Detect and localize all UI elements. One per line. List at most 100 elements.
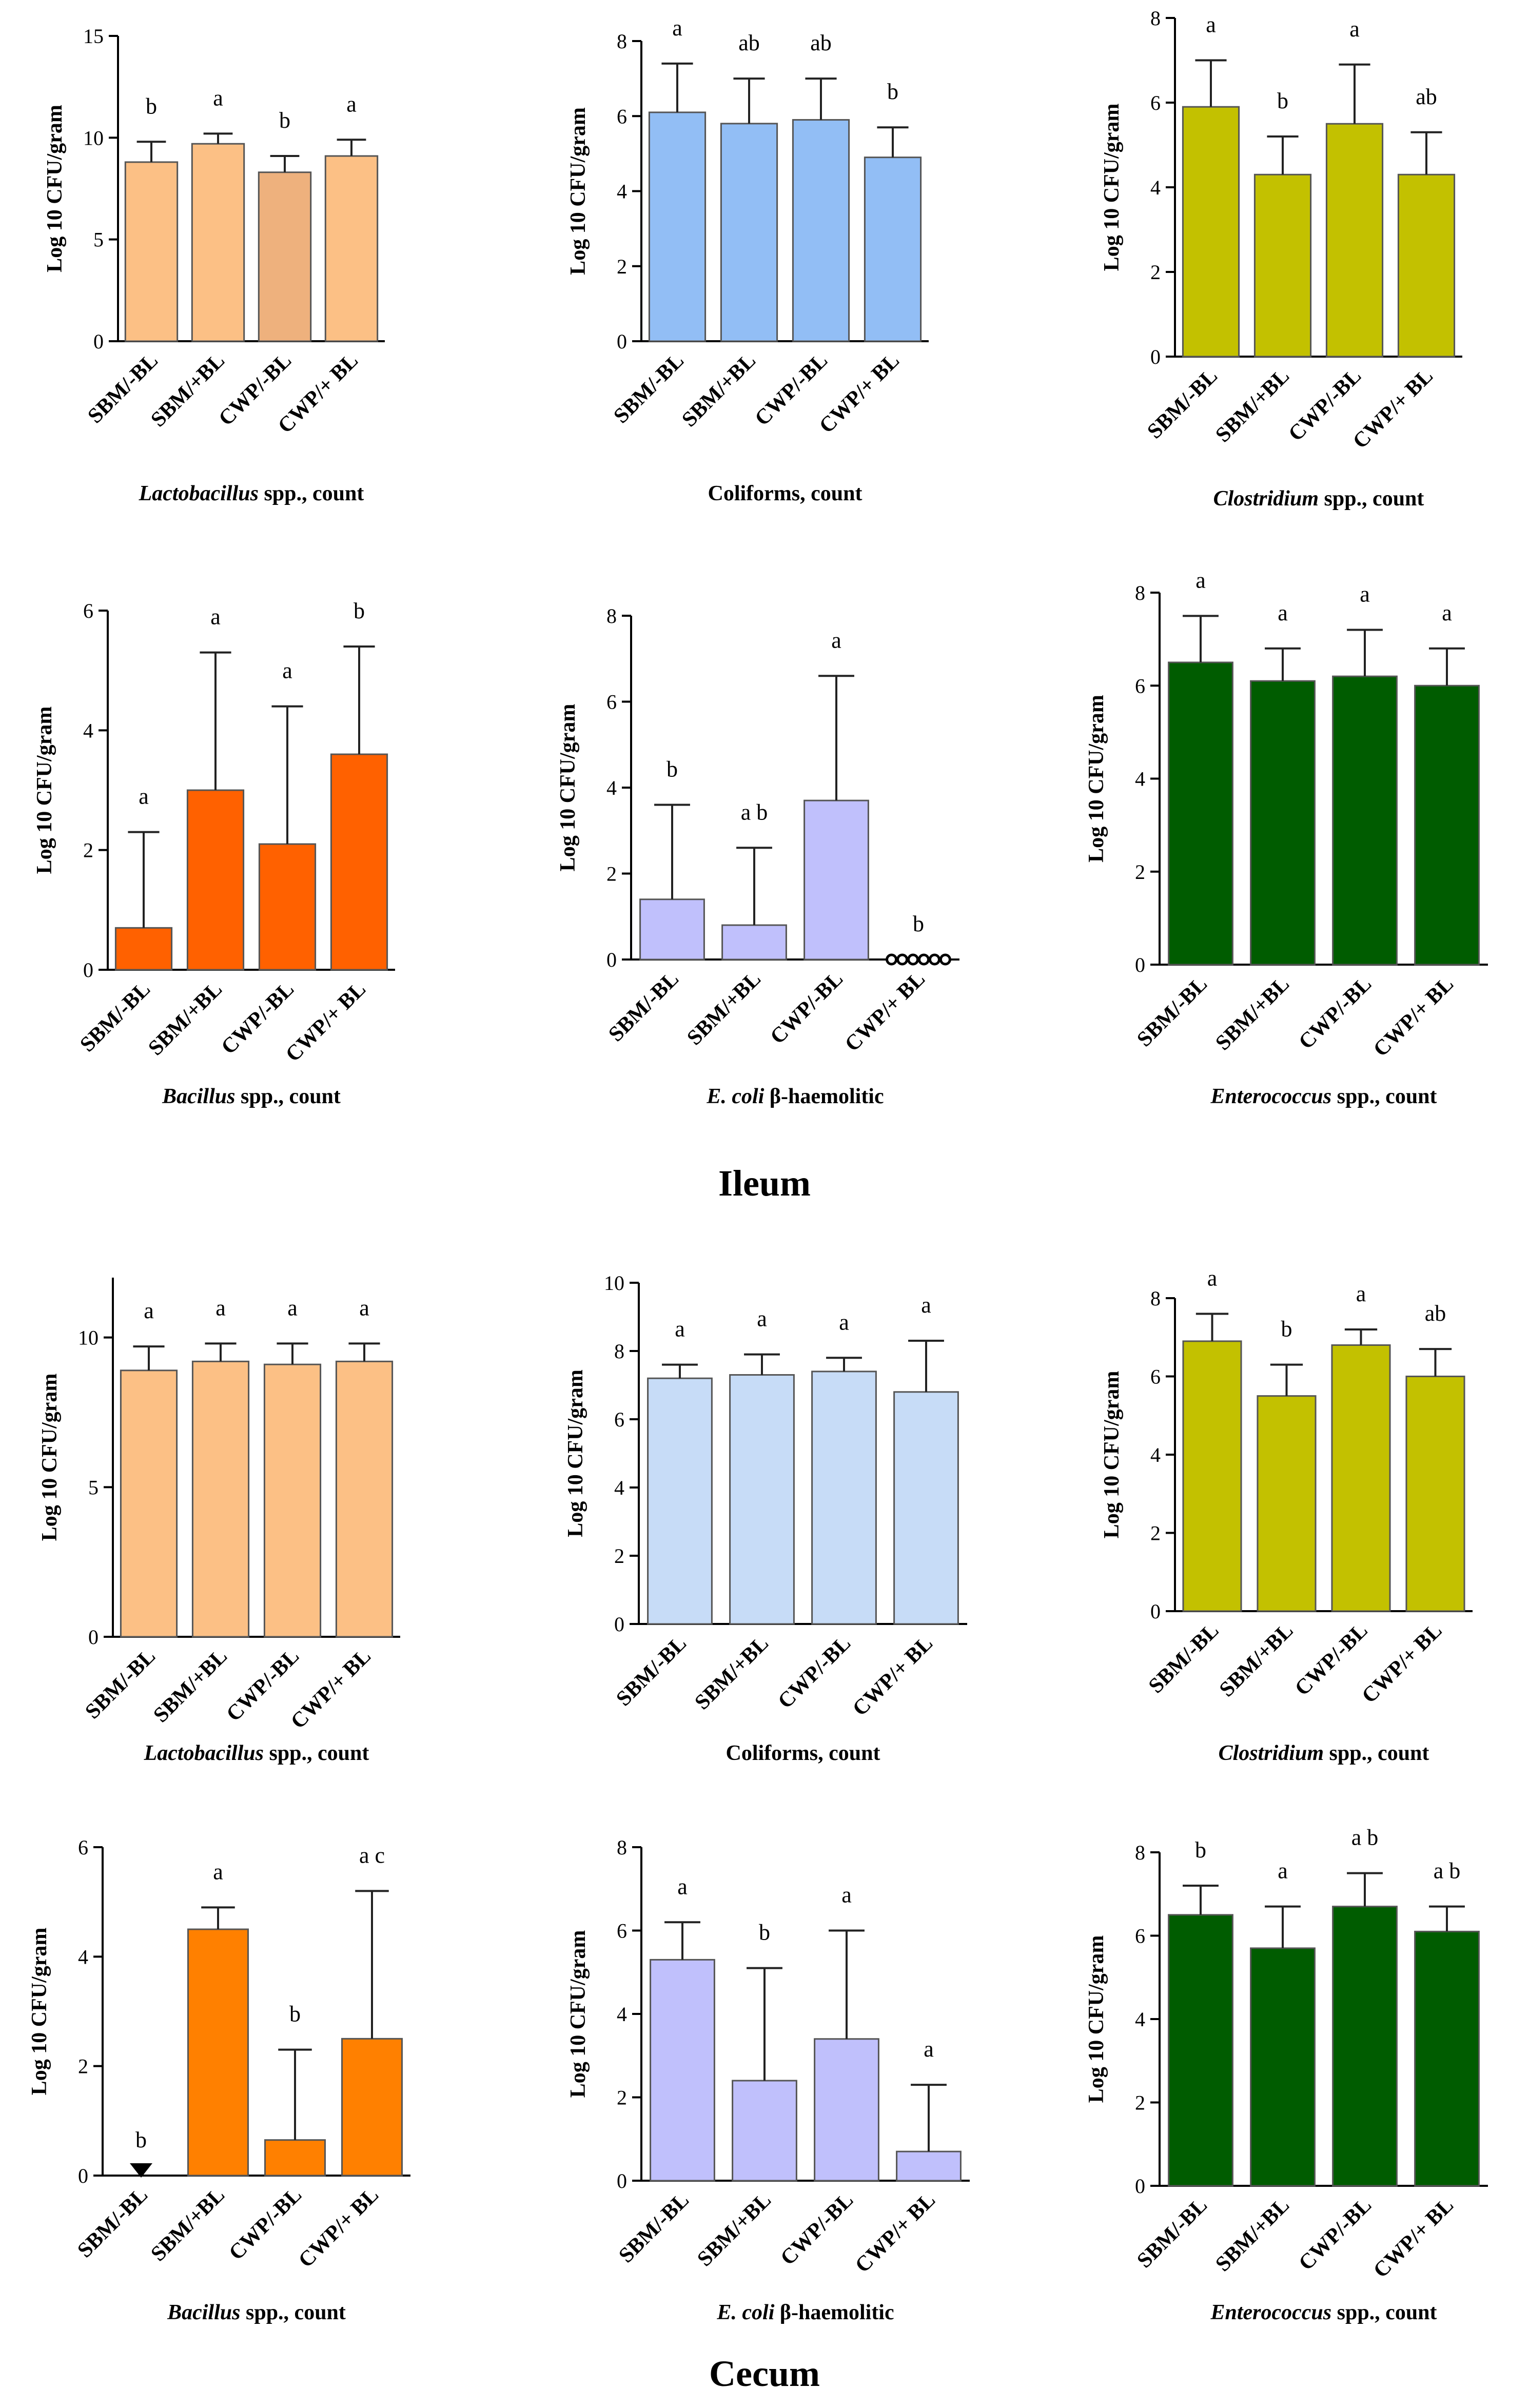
caption-rest: spp., count [235, 1085, 340, 1108]
caption-italic: Enterococcus [1210, 1085, 1331, 1108]
chart-caption: Coliforms, count [708, 482, 862, 505]
bar [1182, 106, 1240, 358]
significance-letter: a b [1351, 1825, 1379, 1850]
category-label: SBM/-BL [1132, 972, 1212, 1052]
bar [1257, 1395, 1317, 1612]
y-tick-label: 0 [93, 330, 104, 353]
bar [1168, 1914, 1233, 2187]
zero-point-marker [928, 953, 940, 966]
caption-rest: β-haemolitic [774, 2301, 894, 2324]
bar [1250, 1947, 1316, 2187]
y-axis-label: Log 10 CFU/gram [38, 1374, 62, 1541]
significance-letter: b [667, 757, 678, 782]
bar [335, 1360, 394, 1638]
category-label: SBM/-BL [1132, 2194, 1212, 2273]
bar [1325, 123, 1384, 358]
y-tick-label: 0 [1135, 953, 1145, 976]
significance-letter: a c [359, 1843, 385, 1868]
category-label: SBM/-BL [612, 1632, 691, 1711]
bar [124, 161, 179, 342]
section-title-cecum: Cecum [709, 2353, 820, 2394]
zero-point-marker [130, 2163, 152, 2178]
y-tick-label: 2 [1150, 261, 1161, 284]
significance-letter: a [757, 1306, 767, 1332]
chart-panel: 0 2 4 6 8 Log 10 CFU/gram b SBM/-BL a b SBM/+BL a C… [556, 604, 959, 1108]
bar [1332, 675, 1398, 966]
y-tick-label: 8 [1150, 7, 1161, 30]
y-tick-label: 10 [78, 1326, 99, 1349]
y-tick-label: 0 [78, 2164, 88, 2187]
y-tick-label: 6 [614, 1408, 624, 1431]
caption-rest: spp., count [264, 1741, 369, 1765]
category-label: CWP/-BL [1294, 972, 1376, 1054]
y-axis-label: Log 10 CFU/gram [556, 704, 580, 872]
significance-letter: b [1277, 88, 1288, 113]
y-axis-label: Log 10 CFU/gram [1100, 104, 1124, 271]
caption-rest: Coliforms, count [708, 482, 862, 505]
y-tick-label: 2 [78, 2055, 88, 2078]
y-tick-label: 2 [617, 255, 627, 278]
y-tick-label: 10 [83, 126, 104, 149]
y-tick-label: 2 [614, 1544, 624, 1568]
category-label: CWP/-BL [773, 1632, 855, 1714]
caption-italic: E. coli [716, 2301, 774, 2324]
chart-panel: 0 2 4 6 8 Log 10 CFU/gram a SBM/-BL b SBM/+BL a CWP… [566, 1836, 970, 2324]
category-label: SBM/-BL [1144, 1619, 1224, 1698]
category-label: CWP/-BL [1294, 2194, 1376, 2276]
significance-letter: b [279, 108, 290, 133]
y-tick-label: 0 [1150, 1600, 1161, 1623]
zero-point-marker [939, 953, 951, 966]
caption-rest: spp., count [1319, 487, 1424, 511]
bar [264, 2139, 326, 2177]
chart-panel: 0 2 4 6 Log 10 CFU/gram b SBM/-BL a SBM/+BL b CWP/… [28, 1836, 410, 2324]
y-axis-label: Log 10 CFU/gram [43, 105, 67, 272]
y-tick-label: 4 [617, 180, 627, 203]
caption-italic: Enterococcus [1210, 2301, 1331, 2324]
bar [1331, 1344, 1391, 1612]
category-label: CWP/+ BL [1369, 972, 1458, 1062]
significance-letter: a [213, 85, 223, 110]
caption-italic: Clostridium [1219, 1741, 1324, 1765]
caption-italic: Lactobacillus [139, 482, 259, 505]
category-label: SBM/+BL [149, 1645, 232, 1728]
y-tick-label: 4 [617, 2003, 627, 2026]
bar [811, 1371, 877, 1625]
bar [1332, 1906, 1398, 2187]
chart-caption: Coliforms, count [726, 1741, 880, 1765]
y-tick-label: 4 [1150, 1443, 1161, 1466]
bar [1182, 1340, 1242, 1612]
bar [650, 1959, 715, 2182]
y-tick-label: 0 [83, 958, 93, 982]
significance-letter: b [354, 598, 365, 623]
significance-letter: a [1360, 582, 1370, 607]
caption-italic: Bacillus [162, 1085, 235, 1108]
significance-letter: a b [1434, 1858, 1461, 1884]
y-tick-label: 5 [93, 228, 104, 251]
significance-letter: a [215, 1295, 226, 1320]
significance-letter: ab [738, 30, 760, 55]
significance-letter: b [913, 911, 924, 936]
chart-caption: Lactobacillus spp., count [144, 1741, 369, 1765]
y-axis-label: Log 10 CFU/gram [564, 1369, 587, 1537]
category-label: SBM/+BL [1211, 2194, 1294, 2277]
bar [330, 753, 388, 971]
bar [186, 789, 245, 971]
y-tick-label: 6 [78, 1836, 88, 1859]
y-tick-label: 6 [606, 691, 617, 714]
category-label: SBM/+BL [690, 1632, 773, 1715]
y-tick-label: 0 [1135, 2175, 1145, 2198]
category-label: CWP/+ BL [1358, 1619, 1447, 1708]
significance-letter: ab [1416, 84, 1437, 109]
significance-letter: a [1278, 1858, 1288, 1884]
y-tick-label: 4 [1135, 2008, 1145, 2031]
significance-letter: a [282, 658, 292, 683]
bar [864, 156, 922, 342]
y-tick-label: 2 [83, 839, 93, 862]
y-tick-label: 0 [606, 948, 617, 971]
y-tick-label: 4 [1135, 768, 1145, 791]
y-axis-label: Log 10 CFU/gram [1100, 1371, 1124, 1539]
significance-letter: b [759, 1920, 770, 1945]
category-label: SBM/+BL [1215, 1619, 1298, 1702]
category-label: SBM/+BL [1211, 364, 1294, 447]
significance-letter: b [887, 79, 898, 104]
